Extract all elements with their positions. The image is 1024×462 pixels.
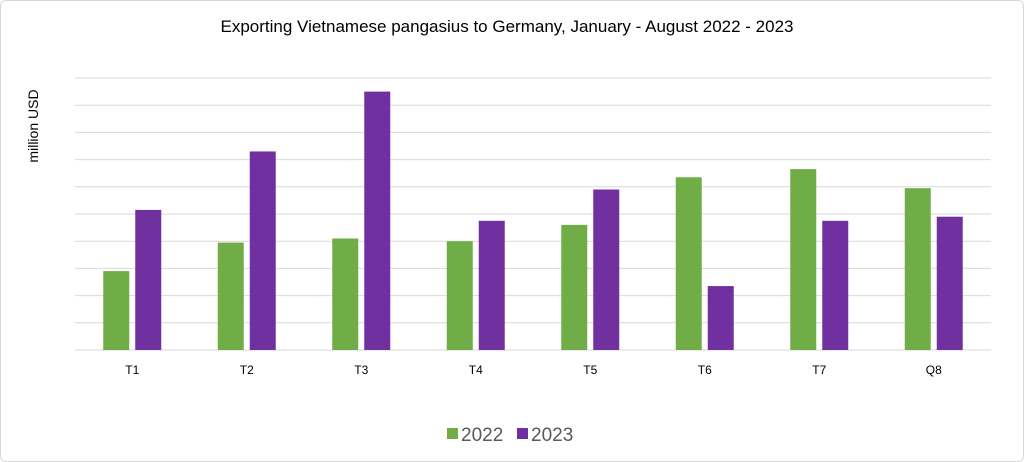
- y-tick-label: 1: [57, 315, 64, 330]
- y-tick-labels: 0 1 2 3 4 5 6 7 8 9 10: [50, 70, 64, 357]
- x-tick-label: T5: [583, 363, 597, 377]
- y-tick-label: 10: [50, 70, 64, 85]
- bar-2022-T5: [561, 224, 588, 350]
- x-tick-label: T3: [354, 363, 368, 377]
- bar-2022-T7: [790, 169, 817, 350]
- gridlines: [75, 77, 991, 351]
- y-tick-label: 5: [57, 206, 64, 221]
- legend-swatch-2022: [447, 428, 458, 439]
- legend-swatch-2023: [517, 428, 528, 439]
- y-tick-label: 9: [57, 97, 64, 112]
- legend-label-2023: 2023: [531, 425, 573, 446]
- y-tick-label: 8: [57, 124, 64, 139]
- bar-2023-T5: [593, 189, 620, 350]
- y-tick-label: 3: [57, 260, 64, 275]
- bar-2022-T4: [446, 241, 473, 350]
- x-tick-labels: T1 T2 T3 T4 T5 T6 T7 Q8: [125, 363, 942, 377]
- bar-2022-T3: [332, 238, 359, 350]
- chart-title: Exporting Vietnamese pangasius to German…: [221, 17, 794, 36]
- y-tick-label: 6: [57, 179, 64, 194]
- bar-2023-T2: [249, 151, 276, 350]
- x-tick-label: T6: [698, 363, 712, 377]
- x-tick-label: T1: [125, 363, 139, 377]
- y-tick-label: 0: [57, 342, 64, 357]
- bar-2023-Q8: [936, 216, 963, 350]
- x-tick-label: T2: [240, 363, 254, 377]
- x-tick-label: Q8: [926, 363, 942, 377]
- y-tick-label: 2: [57, 288, 64, 303]
- x-tick-label: T7: [812, 363, 826, 377]
- y-tick-label: 7: [57, 152, 64, 167]
- bar-2023-T7: [822, 220, 849, 350]
- legend-label-2022: 2022: [461, 425, 503, 446]
- x-tick-label: T4: [469, 363, 483, 377]
- y-tick-label: 4: [57, 233, 64, 248]
- bar-2022-Q8: [904, 188, 931, 350]
- bar-2023-T4: [478, 220, 505, 350]
- bar-2023-T3: [364, 91, 391, 350]
- bar-2023-T1: [135, 209, 162, 350]
- legend: 2022 2023: [447, 425, 573, 446]
- y-axis-label: million USD: [25, 89, 41, 162]
- bars: [103, 91, 963, 350]
- bar-2023-T6: [707, 286, 734, 350]
- bar-2022-T6: [675, 177, 702, 350]
- bar-2022-T2: [217, 242, 244, 350]
- bar-2022-T1: [103, 271, 130, 350]
